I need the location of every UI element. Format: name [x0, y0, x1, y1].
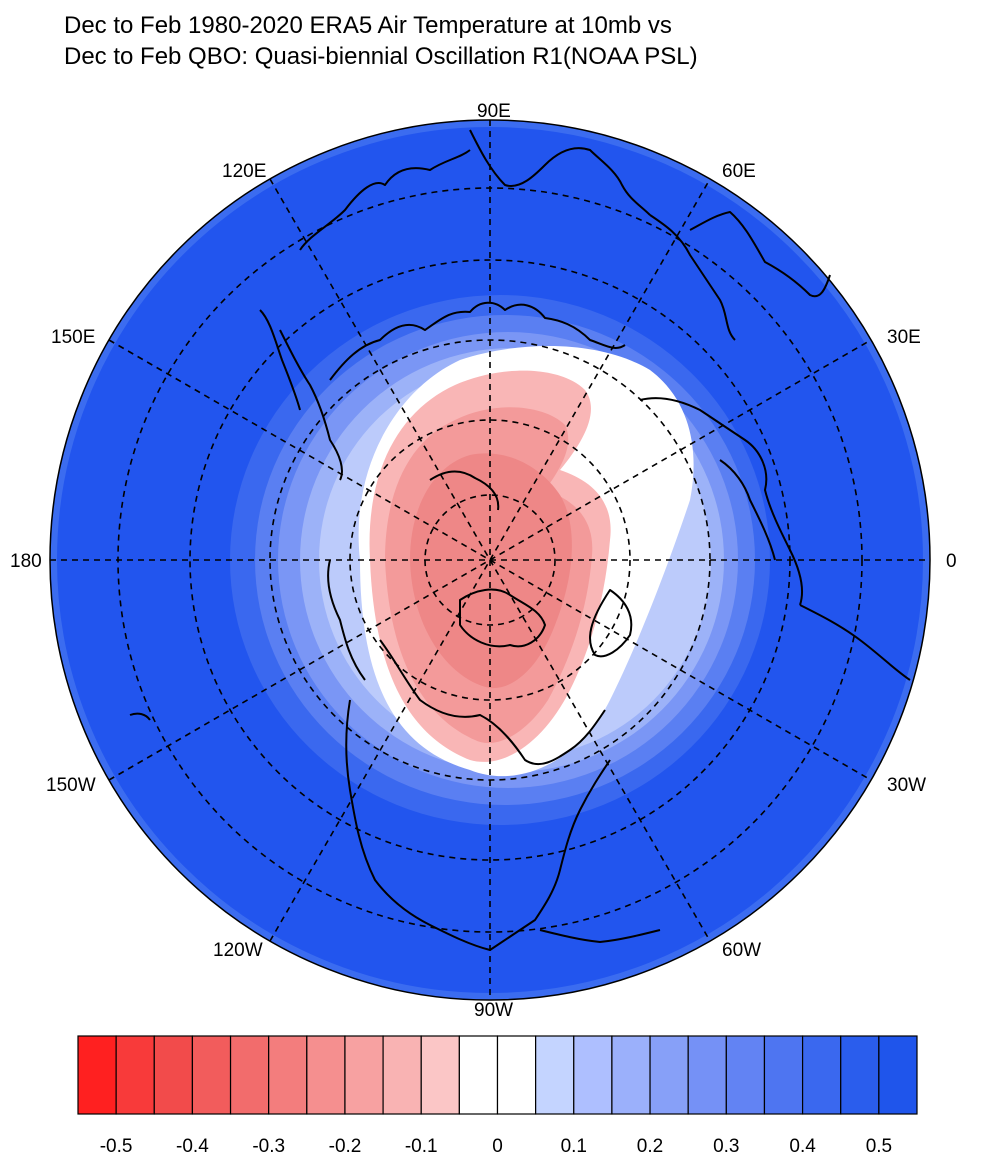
colorbar-tick-label: 0.5 [866, 1136, 892, 1157]
coast-caribbean [539, 929, 661, 943]
meridian-150e-30w [108, 339, 872, 781]
lon-label-90w: 90W [474, 1000, 513, 1021]
colorbar-swatch [687, 1035, 727, 1115]
colorbar-swatch [229, 1035, 270, 1115]
colorbar-swatch [191, 1035, 232, 1115]
chart-title: Dec to Feb 1980-2020 ERA5 Air Temperatur… [64, 10, 698, 72]
lon-label-120e: 120E [222, 161, 266, 182]
coast-arabia [649, 214, 736, 341]
colorbar-swatch [611, 1035, 651, 1115]
colorbar-tick-label: 0.4 [789, 1136, 816, 1157]
colorbar-tick-label: 0 [492, 1136, 503, 1157]
coast-scandinavia [639, 397, 803, 606]
lon-label-180: 180 [10, 551, 42, 572]
lon-label-30e: 30E [887, 327, 921, 348]
colorbar-swatch [535, 1035, 575, 1115]
meridian-120e-60w [269, 178, 711, 942]
meridian-150w-30e [108, 339, 872, 781]
coast-europe-west [799, 604, 911, 681]
coast-na-east [489, 759, 611, 951]
lon-label-60e: 60E [722, 161, 756, 182]
title-line-1: Dec to Feb 1980-2020 ERA5 Air Temperatur… [64, 12, 672, 39]
colorbar-tick-label: 0.2 [637, 1136, 663, 1157]
coast-siberia [329, 301, 626, 381]
coast-arctic-archipelago [459, 588, 546, 648]
colorbar-swatch [878, 1035, 918, 1115]
coastlines [129, 129, 911, 951]
colorbar-swatch [153, 1035, 194, 1115]
field-pink-core [410, 453, 572, 689]
colorbar-swatch [840, 1035, 880, 1115]
coast-alaska [327, 559, 366, 681]
colorbar-swatch [649, 1035, 689, 1115]
map-boundary [49, 119, 931, 1001]
lat-circle-70 [349, 419, 631, 701]
colorbar-swatch [458, 1035, 499, 1115]
colorbar-tick-label: -0.4 [176, 1136, 209, 1157]
colorbar-swatch [306, 1035, 346, 1115]
coast-baltic [719, 459, 776, 561]
lon-label-150w: 150W [46, 775, 96, 796]
colorbar-swatch [496, 1035, 537, 1115]
coast-siberia-north [429, 470, 500, 511]
colorbar-tick-label: 0.3 [713, 1136, 739, 1157]
lon-label-90e: 90E [477, 101, 511, 122]
colorbar-tick-label: -0.5 [100, 1136, 133, 1157]
meridians [50, 120, 930, 1000]
longitude-labels: 90E 120E 60E 150E 30E 180 0 150W 30W 120… [10, 101, 957, 1021]
colorbar-tick-label: 0.1 [561, 1136, 587, 1157]
coast-aleutian [129, 712, 151, 721]
lon-label-30w: 30W [887, 775, 926, 796]
colorbar-swatch [77, 1035, 117, 1115]
colorbar-tick-label: -0.3 [252, 1136, 285, 1157]
coast-kamchatka [279, 329, 343, 481]
colorbar-labels: -0.5 -0.4 -0.3 -0.2 -0.1 0 0.1 0.2 0.3 0.4 0.5 [100, 1136, 892, 1157]
colorbar-swatch [115, 1035, 155, 1115]
lon-label-60w: 60W [722, 940, 761, 961]
coast-greenland [589, 589, 633, 658]
colorbar-swatch [725, 1035, 766, 1115]
colorbar-swatch [344, 1035, 384, 1115]
coast-north-canada [379, 639, 606, 766]
colorbar-tick-label: -0.1 [405, 1136, 438, 1157]
colorbar-swatch [573, 1035, 613, 1115]
coast-mideast [689, 211, 831, 298]
colorbar-swatch [763, 1035, 804, 1115]
lon-label-150e: 150E [51, 327, 95, 348]
title-line-2: Dec to Feb QBO: Quasi-biennial Oscillati… [64, 43, 698, 70]
lon-label-0: 0 [946, 551, 957, 572]
coast-south-asia [469, 129, 651, 216]
coast-na-west [345, 699, 491, 951]
coast-okhotsk [259, 309, 301, 411]
colorbar-tick-label: -0.2 [329, 1136, 362, 1157]
colorbar-swatch [268, 1035, 308, 1115]
colorbar-swatch [420, 1035, 460, 1115]
lon-label-120w: 120W [213, 940, 263, 961]
colorbar-swatch [382, 1035, 422, 1115]
colorbar-swatch [801, 1035, 842, 1115]
coast-east-asia [299, 149, 471, 251]
meridian-120w-60e [269, 178, 711, 942]
colorbar [77, 1035, 918, 1115]
